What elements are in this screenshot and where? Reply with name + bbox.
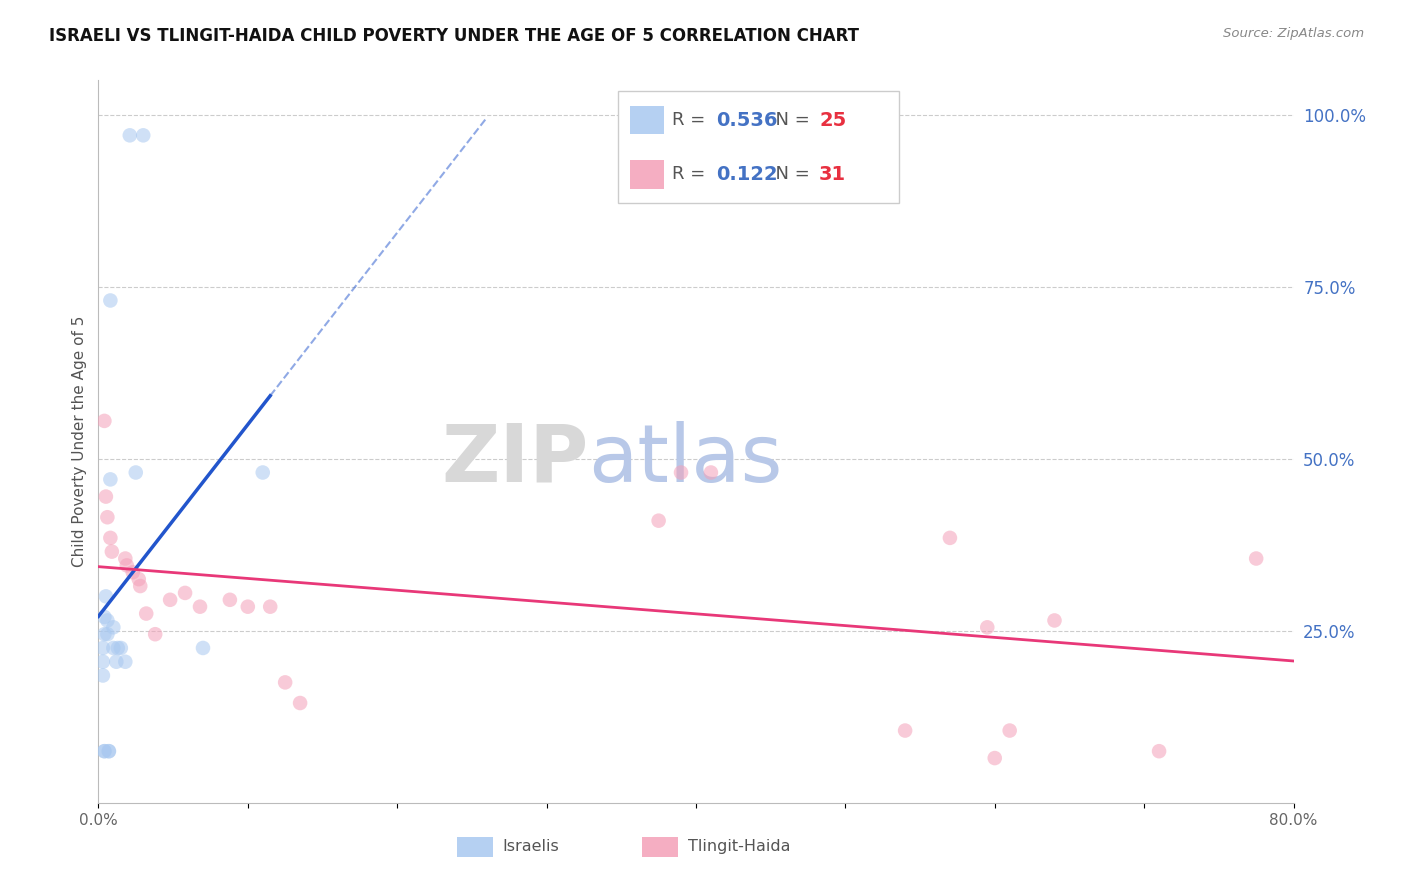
Bar	[643, 837, 678, 857]
Point	[174, 586, 197, 600]
Point	[96, 627, 118, 641]
Point	[976, 620, 998, 634]
Point	[188, 599, 211, 614]
Text: ZIP: ZIP	[441, 421, 589, 499]
Point	[288, 696, 311, 710]
Point	[647, 514, 669, 528]
Point	[93, 610, 115, 624]
Point	[114, 655, 136, 669]
Text: R =: R =	[672, 165, 711, 183]
Point	[93, 627, 115, 641]
Point	[97, 744, 120, 758]
Point	[1244, 551, 1267, 566]
Point	[91, 668, 114, 682]
Point	[105, 655, 128, 669]
Point	[125, 466, 148, 480]
Text: 0.536: 0.536	[716, 111, 778, 129]
Point	[93, 744, 115, 758]
Text: 31: 31	[820, 165, 846, 184]
Point	[96, 614, 118, 628]
Point	[252, 466, 274, 480]
Text: Tlingit-Haida: Tlingit-Haida	[688, 838, 790, 854]
Text: 0.122: 0.122	[716, 165, 778, 184]
Point	[91, 640, 114, 655]
Point	[129, 579, 152, 593]
Point	[101, 544, 124, 558]
Point	[998, 723, 1021, 738]
Text: Source: ZipAtlas.com: Source: ZipAtlas.com	[1223, 27, 1364, 40]
Point	[94, 590, 117, 604]
Point	[236, 599, 259, 614]
Point	[259, 599, 281, 614]
Point	[103, 620, 125, 634]
Point	[97, 744, 120, 758]
Point	[669, 466, 692, 480]
Bar	[457, 837, 494, 857]
Text: atlas: atlas	[589, 421, 783, 499]
FancyBboxPatch shape	[619, 91, 900, 203]
Text: N =: N =	[763, 165, 815, 183]
Text: ISRAELI VS TLINGIT-HAIDA CHILD POVERTY UNDER THE AGE OF 5 CORRELATION CHART: ISRAELI VS TLINGIT-HAIDA CHILD POVERTY U…	[49, 27, 859, 45]
Text: Israelis: Israelis	[502, 838, 560, 854]
Point	[98, 472, 122, 486]
Point	[103, 640, 125, 655]
Text: 25: 25	[820, 111, 846, 129]
Point	[894, 723, 917, 738]
Point	[128, 572, 150, 586]
Point	[132, 128, 155, 143]
Point	[114, 551, 136, 566]
Point	[274, 675, 297, 690]
Point	[143, 627, 166, 641]
Point	[939, 531, 962, 545]
Point	[700, 466, 723, 480]
Point	[107, 640, 129, 655]
Y-axis label: Child Poverty Under the Age of 5: Child Poverty Under the Age of 5	[72, 316, 87, 567]
Point	[1043, 614, 1066, 628]
Point	[984, 751, 1007, 765]
Point	[91, 655, 114, 669]
Point	[110, 640, 132, 655]
Point	[98, 531, 122, 545]
Point	[219, 592, 242, 607]
Point	[98, 293, 122, 308]
Bar	[630, 160, 664, 189]
Point	[159, 592, 181, 607]
Point	[115, 558, 138, 573]
Text: R =: R =	[672, 111, 711, 129]
Point	[121, 566, 143, 580]
Point	[93, 744, 115, 758]
Point	[191, 640, 214, 655]
Bar	[630, 105, 664, 135]
Point	[93, 414, 115, 428]
Point	[1147, 744, 1170, 758]
Point	[135, 607, 157, 621]
Point	[118, 128, 141, 143]
Point	[94, 490, 117, 504]
Text: N =: N =	[763, 111, 815, 129]
Point	[96, 510, 118, 524]
